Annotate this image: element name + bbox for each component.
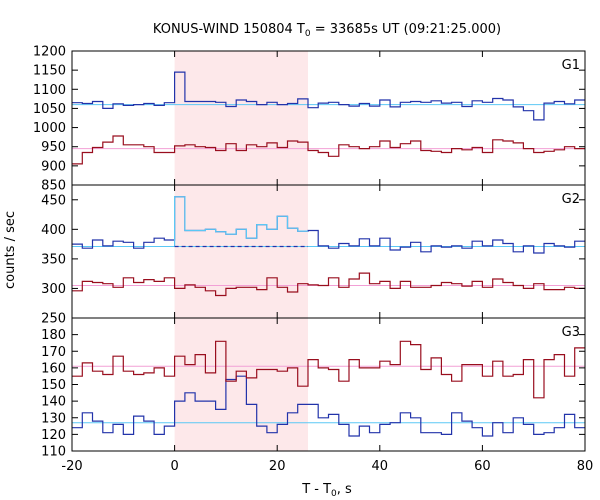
y-tick-label: 130 <box>41 411 66 426</box>
series-blue-step <box>72 71 585 121</box>
panel-frame <box>71 317 586 452</box>
x-tick-label: 80 <box>577 459 594 474</box>
panel-label: G1 <box>562 58 580 73</box>
y-tick-label: 170 <box>41 345 66 360</box>
x-axis-label: T - T0, s <box>301 482 352 499</box>
series-blue-step <box>72 196 585 254</box>
y-tick-label: 950 <box>41 140 66 155</box>
series-blue-step <box>72 375 585 437</box>
x-tick-label: -20 <box>61 459 82 474</box>
y-tick-label: 450 <box>41 193 66 208</box>
y-tick-label: 350 <box>41 252 66 267</box>
y-tick-label: 1200 <box>33 45 66 60</box>
panel-g2: 250 300 350 400 450 G2 <box>41 184 586 327</box>
panels: 85090095010001050110011501200G1250300350… <box>33 45 593 475</box>
x-tick-label: 0 <box>170 459 178 474</box>
y-tick-label: 1100 <box>33 83 66 98</box>
series-red-step <box>72 135 585 165</box>
chart-title: KONUS-WIND 150804 T0 = 33685s UT (09:21:… <box>153 22 501 39</box>
y-tick-label: 140 <box>41 395 66 410</box>
y-tick-label: 250 <box>41 312 66 327</box>
highlight-interval <box>174 51 308 185</box>
panel-frame <box>71 50 586 186</box>
y-tick-label: 120 <box>41 428 66 443</box>
highlight-interval <box>174 185 308 318</box>
y-tick-label: 400 <box>41 223 66 238</box>
y-tick-label: 900 <box>41 159 66 174</box>
x-tick-label: 60 <box>474 459 491 474</box>
y-tick-label: 110 <box>41 445 66 460</box>
y-axis-label: counts / sec <box>3 211 18 289</box>
y-tick-label: 1000 <box>33 121 66 136</box>
series-red-step <box>72 272 585 297</box>
y-tick-label: 1150 <box>33 64 66 79</box>
panel-label: G2 <box>562 192 580 207</box>
x-tick-label: 40 <box>372 459 389 474</box>
y-tick-label: 300 <box>41 282 66 297</box>
y-tick-label: 180 <box>41 328 66 343</box>
panel-label: G3 <box>562 325 580 340</box>
y-tick-label: 1050 <box>33 102 66 117</box>
y-tick-label: 150 <box>41 378 66 393</box>
y-tick-label: 160 <box>41 361 66 376</box>
series-burst-overlay <box>174 196 308 247</box>
panel-g1: 850 900 950 1000 1050 1100 1150 1200 G1 <box>33 45 586 194</box>
y-tick-label: 850 <box>41 179 66 194</box>
highlight-interval <box>174 318 308 451</box>
series-red-step <box>72 340 585 399</box>
x-tick-label: 20 <box>269 459 286 474</box>
panel-frame <box>71 184 586 319</box>
